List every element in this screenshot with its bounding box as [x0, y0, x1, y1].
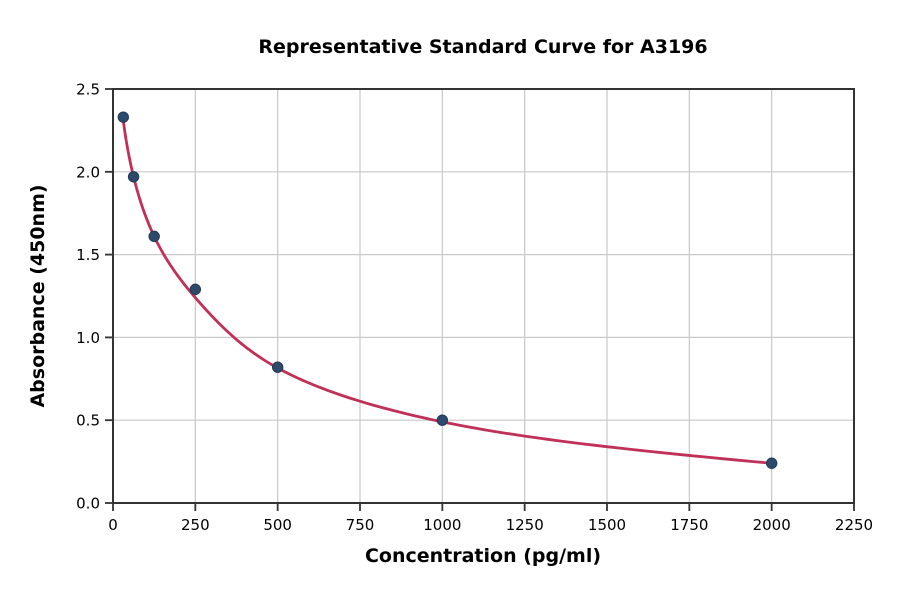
plot-frame [112, 88, 855, 504]
x-tick-label: 1000 [423, 516, 461, 534]
plot-body: 0 250 500 750 1000 1250 1500 1750 2000 2250 0.0 0.5… [76, 81, 873, 535]
x-tick-label: 0 [108, 516, 118, 534]
x-tick-label: 250 [181, 516, 210, 534]
data-point [189, 283, 202, 296]
y-tick-label: 0.5 [76, 412, 100, 430]
x-tick-label: 750 [346, 516, 375, 534]
chart-title: Representative Standard Curve for A3196 [258, 36, 707, 58]
y-tick-label: 2.5 [76, 81, 100, 99]
data-point [765, 457, 778, 469]
x-tick-label: 1750 [670, 516, 708, 534]
x-tick-label: 500 [263, 516, 292, 534]
y-tick-label: 0.0 [76, 495, 100, 513]
data-point [271, 361, 284, 373]
y-axis-label: Absorbance (450nm) [27, 184, 49, 407]
y-tick-label: 1.0 [76, 329, 100, 347]
x-axis-label: Concentration (pg/ml) [365, 545, 601, 567]
y-tick-label: 2.0 [76, 163, 100, 181]
x-tick-label: 2250 [835, 516, 873, 534]
x-tick-label: 1500 [588, 516, 626, 534]
data-point [436, 414, 449, 426]
data-point [148, 230, 160, 243]
x-tick-label: 2000 [753, 516, 791, 534]
y-tick-label: 1.5 [76, 246, 100, 264]
data-point [127, 171, 140, 183]
data-point [117, 111, 129, 123]
x-tick-label: 1250 [506, 516, 544, 534]
